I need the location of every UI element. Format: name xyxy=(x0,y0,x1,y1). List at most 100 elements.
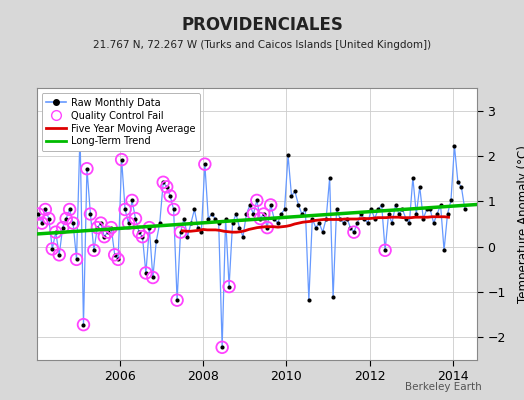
Point xyxy=(385,211,393,217)
Point xyxy=(395,211,403,217)
Point xyxy=(132,215,140,222)
Point xyxy=(79,322,88,328)
Point xyxy=(457,184,465,190)
Point xyxy=(156,220,164,226)
Point xyxy=(443,211,452,217)
Point xyxy=(141,270,150,276)
Point xyxy=(422,206,431,213)
Point xyxy=(72,256,81,262)
Point xyxy=(461,206,469,213)
Point xyxy=(419,215,428,222)
Point xyxy=(211,215,220,222)
Point xyxy=(177,229,185,235)
Point xyxy=(100,234,108,240)
Point xyxy=(405,220,413,226)
Point xyxy=(360,215,368,222)
Point xyxy=(51,229,60,235)
Point xyxy=(34,211,42,217)
Point xyxy=(187,220,195,226)
Point xyxy=(308,215,316,222)
Point xyxy=(135,229,143,235)
Point xyxy=(138,234,147,240)
Point xyxy=(402,215,410,222)
Point xyxy=(267,202,275,208)
Point xyxy=(96,220,105,226)
Point xyxy=(69,220,77,226)
Point xyxy=(304,297,313,303)
Point xyxy=(173,297,181,303)
Point xyxy=(322,215,330,222)
Point xyxy=(138,234,147,240)
Point xyxy=(416,184,424,190)
Point xyxy=(218,344,226,350)
Point xyxy=(298,211,306,217)
Point xyxy=(263,224,271,231)
Point xyxy=(117,156,126,163)
Point xyxy=(90,247,98,254)
Point xyxy=(433,211,441,217)
Point xyxy=(121,206,129,213)
Point xyxy=(430,220,438,226)
Point xyxy=(104,229,112,235)
Point xyxy=(267,202,275,208)
Point xyxy=(76,130,84,136)
Point xyxy=(173,297,181,303)
Point xyxy=(117,156,126,163)
Point xyxy=(350,229,358,235)
Point xyxy=(72,256,81,262)
Point xyxy=(141,270,150,276)
Point xyxy=(149,274,157,281)
Point xyxy=(111,252,119,258)
Point xyxy=(440,247,448,254)
Point xyxy=(357,211,365,217)
Point xyxy=(111,252,119,258)
Point xyxy=(62,215,70,222)
Point xyxy=(325,174,334,181)
Point xyxy=(45,215,53,222)
Point xyxy=(239,234,247,240)
Point xyxy=(41,206,50,213)
Point xyxy=(263,224,271,231)
Point xyxy=(280,206,289,213)
Point xyxy=(343,215,351,222)
Point xyxy=(128,197,136,204)
Point xyxy=(454,179,462,186)
Point xyxy=(329,294,337,301)
Point xyxy=(364,220,372,226)
Point xyxy=(259,211,268,217)
Point xyxy=(315,220,323,226)
Point xyxy=(79,322,88,328)
Point xyxy=(114,256,122,262)
Point xyxy=(256,215,265,222)
Point xyxy=(159,179,168,186)
Point xyxy=(86,211,95,217)
Point xyxy=(388,220,396,226)
Point xyxy=(332,206,341,213)
Point xyxy=(291,188,299,194)
Point xyxy=(45,215,53,222)
Point xyxy=(145,224,154,231)
Point xyxy=(48,246,57,252)
Point xyxy=(377,202,386,208)
Point xyxy=(152,238,160,244)
Point xyxy=(201,161,209,167)
Point xyxy=(367,206,375,213)
Point xyxy=(86,211,95,217)
Y-axis label: Temperature Anomaly (°C): Temperature Anomaly (°C) xyxy=(517,145,524,303)
Point xyxy=(166,193,174,199)
Point xyxy=(100,234,108,240)
Point xyxy=(246,202,254,208)
Point xyxy=(436,202,445,208)
Point xyxy=(284,152,292,158)
Point xyxy=(277,211,285,217)
Point xyxy=(294,202,303,208)
Point xyxy=(270,215,278,222)
Point xyxy=(124,220,133,226)
Point xyxy=(41,206,50,213)
Point xyxy=(38,220,46,226)
Point xyxy=(225,283,233,290)
Point xyxy=(96,220,105,226)
Point xyxy=(312,224,320,231)
Point xyxy=(83,166,91,172)
Point xyxy=(222,215,230,222)
